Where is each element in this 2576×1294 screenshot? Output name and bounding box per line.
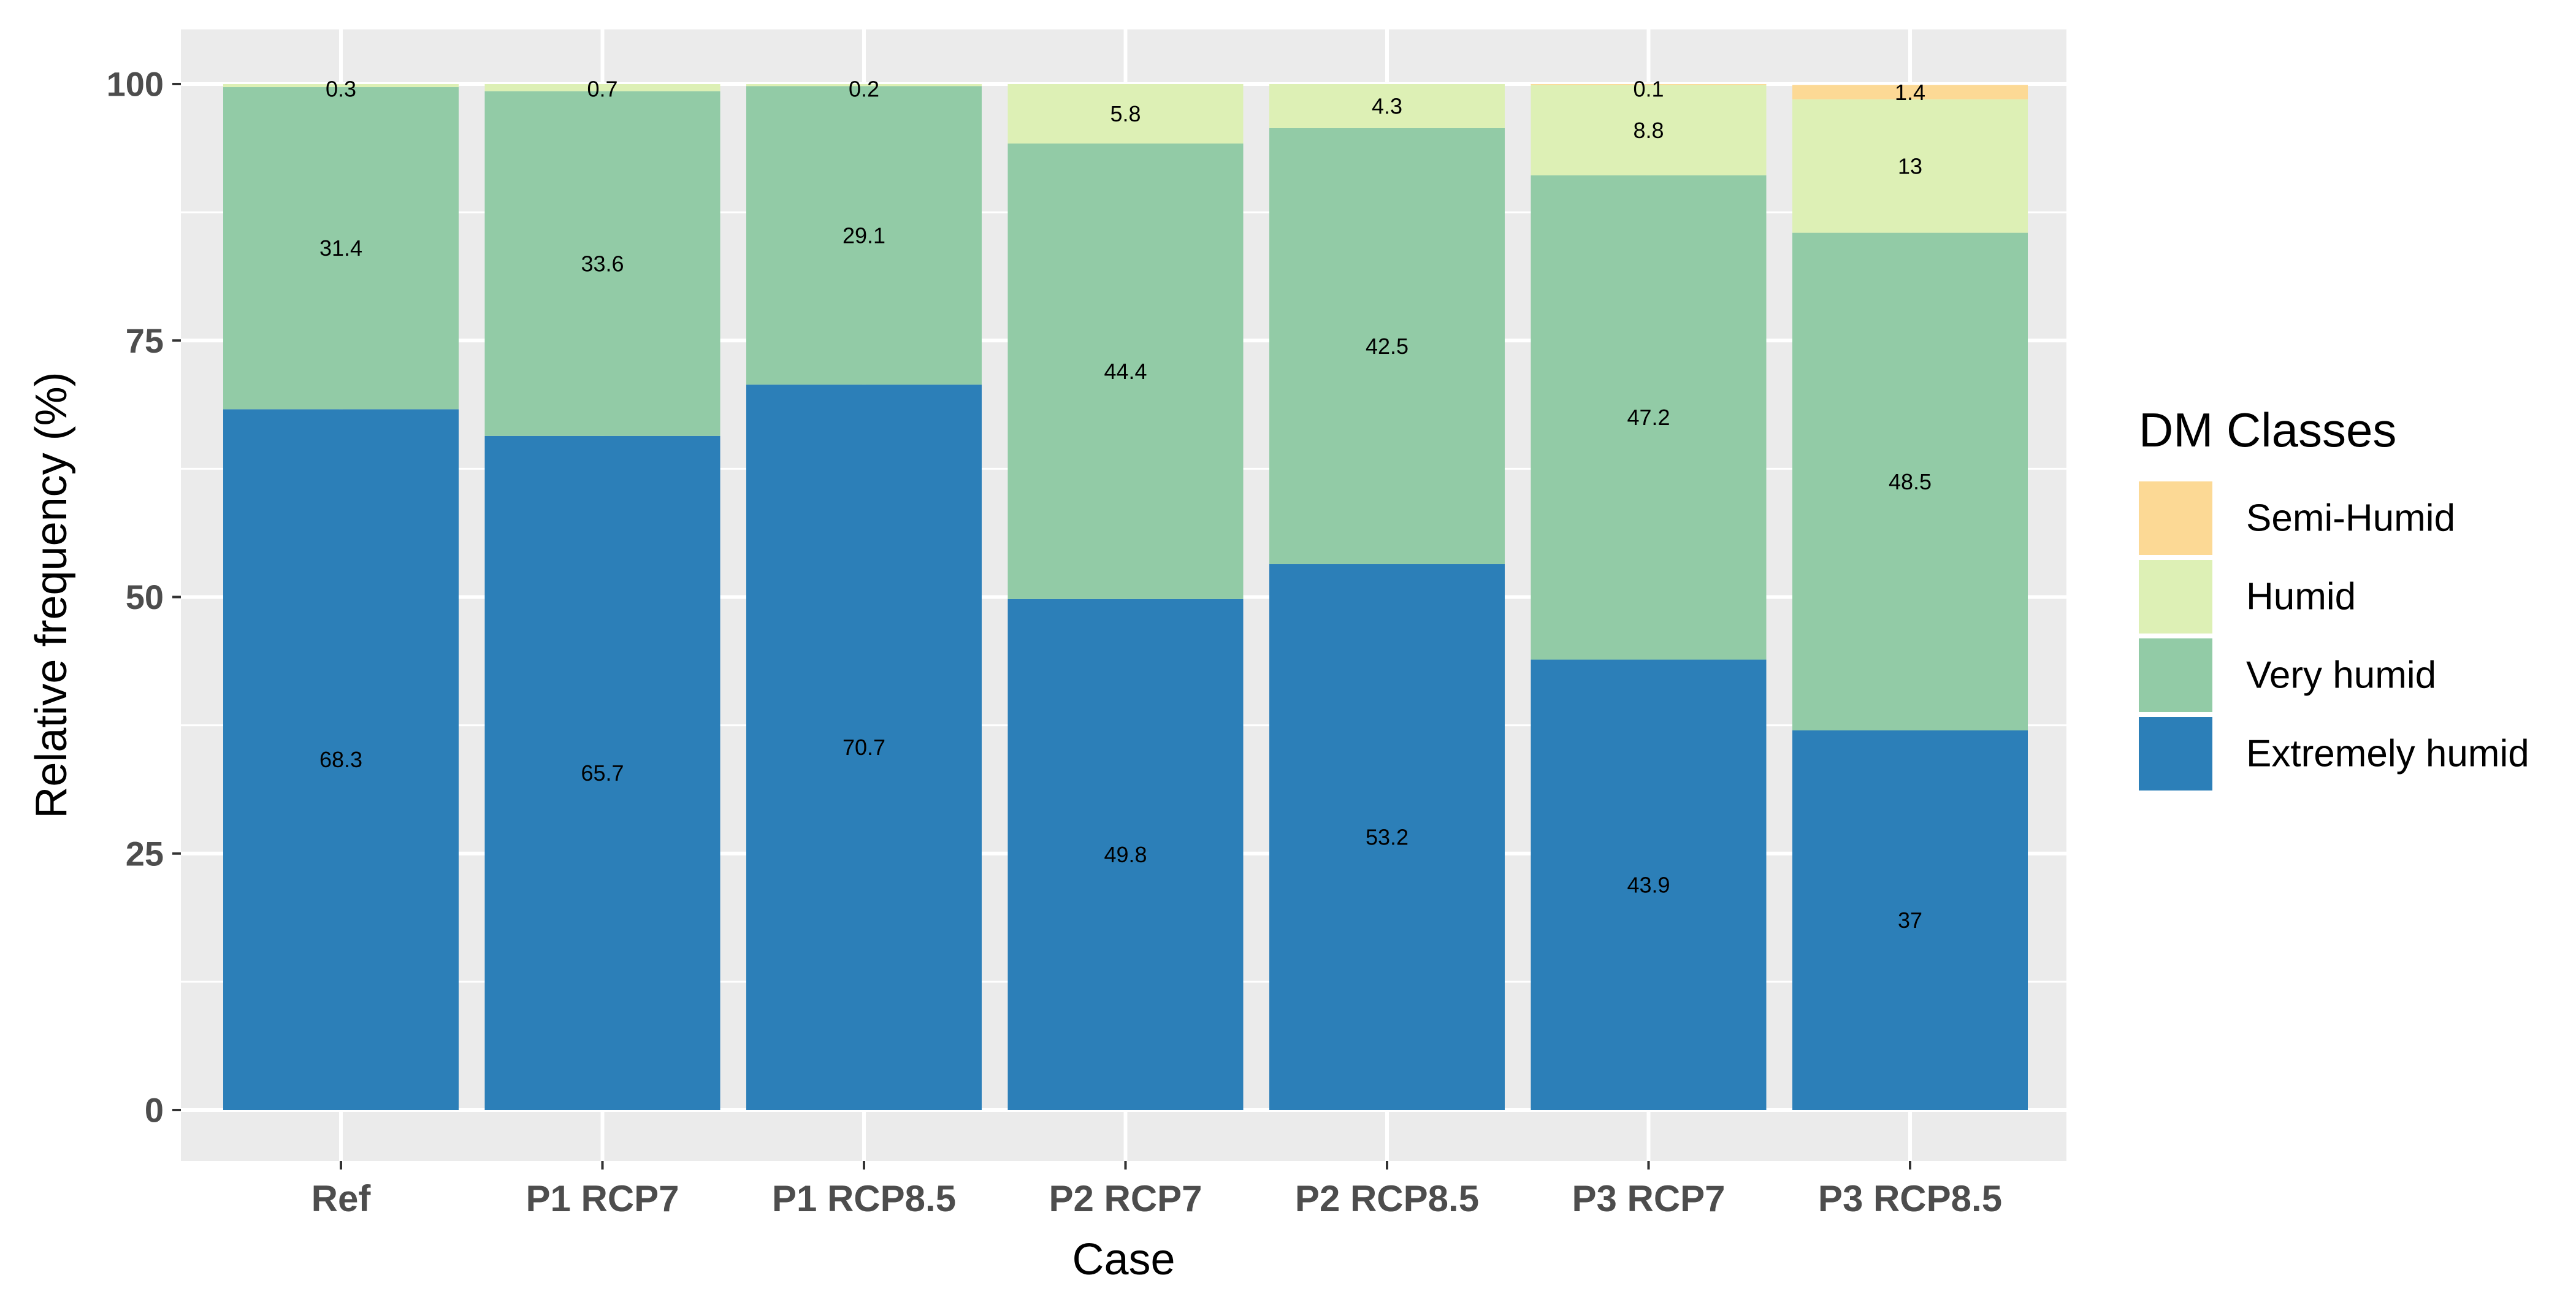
bar-segment <box>1531 85 1767 175</box>
x-tick-label: P2 RCP8.5 <box>1295 1178 1479 1219</box>
legend-title: DM Classes <box>2139 403 2396 457</box>
legend-label: Semi-Humid <box>2246 497 2455 540</box>
data-label: 13 <box>1898 153 1922 178</box>
x-tick-label: P1 RCP7 <box>526 1178 679 1219</box>
data-label: 0.1 <box>1633 77 1664 102</box>
data-label: 4.3 <box>1372 93 1402 118</box>
legend-key <box>2139 481 2212 555</box>
data-label: 0.3 <box>326 77 356 102</box>
bar-segment <box>484 435 720 1110</box>
bars <box>223 84 2028 1111</box>
bar-segment <box>223 409 459 1110</box>
data-label: 33.6 <box>581 251 624 276</box>
legend: DM Classes Semi-Humid Humid Very humid Extr… <box>2139 403 2529 791</box>
data-label: 70.7 <box>843 735 885 760</box>
data-label: 29.1 <box>843 223 885 248</box>
data-label: 53.2 <box>1366 824 1408 849</box>
bar-segment <box>1531 84 1767 85</box>
data-label: 31.4 <box>319 235 362 261</box>
y-tick-label: 25 <box>126 834 164 873</box>
data-label: 43.9 <box>1627 872 1670 897</box>
bar-segment <box>1792 85 2028 100</box>
bar-segment <box>746 84 982 86</box>
data-label: 65.7 <box>581 760 624 786</box>
bar-segment <box>1531 659 1767 1110</box>
bar-segment <box>1007 84 1244 144</box>
bar-segment <box>1007 144 1244 599</box>
x-tick-label: P3 RCP8.5 <box>1818 1178 2002 1219</box>
legend-key <box>2139 638 2212 712</box>
legend-label: Humid <box>2246 576 2356 618</box>
bar-segment <box>746 385 982 1111</box>
bar-segment <box>1531 175 1767 660</box>
bar-segment <box>1269 128 1505 564</box>
x-tick-label: P1 RCP8.5 <box>772 1178 956 1219</box>
x-tick-label: Ref <box>311 1178 372 1219</box>
data-label: 0.2 <box>849 77 879 102</box>
bar-segment <box>1792 99 2028 233</box>
y-axis-title: Relative frequency (%) <box>27 372 76 818</box>
x-axis: Ref P1 RCP7 P1 RCP8.5 P2 RCP7 P2 RCP8.5 P3 RC… <box>311 1161 2002 1219</box>
bar-segment <box>223 84 459 88</box>
bar-segment <box>1792 730 2028 1110</box>
data-label: 44.4 <box>1104 359 1147 384</box>
y-tick-label: 75 <box>126 321 164 360</box>
bar-segment <box>484 91 720 436</box>
y-axis: 0 25 50 75 100 <box>107 65 181 1130</box>
legend-label: Very humid <box>2246 654 2436 697</box>
data-label: 47.2 <box>1627 405 1670 430</box>
bar-segment <box>1007 599 1244 1110</box>
data-label: 42.5 <box>1366 334 1408 359</box>
bar-segment <box>1269 564 1505 1110</box>
x-axis-title: Case <box>1072 1235 1175 1284</box>
y-tick-label: 50 <box>126 578 164 616</box>
data-label: 0.7 <box>587 77 617 102</box>
x-tick-label: P3 RCP7 <box>1572 1178 1725 1219</box>
data-label: 37 <box>1898 908 1922 933</box>
data-label: 68.3 <box>319 747 362 772</box>
y-tick-label: 100 <box>107 65 164 104</box>
data-label: 5.8 <box>1110 101 1141 126</box>
bar-segment <box>484 84 720 91</box>
legend-label: Extremely humid <box>2246 733 2529 775</box>
data-label: 1.4 <box>1895 80 1925 105</box>
legend-key <box>2139 717 2212 791</box>
bar-segment <box>746 86 982 385</box>
data-label: 8.8 <box>1633 118 1664 143</box>
data-label: 49.8 <box>1104 842 1147 867</box>
data-labels: 68.3 31.4 0.3 65.7 33.6 0.7 70.7 29.1 0.2 49.8 44.… <box>319 77 1932 933</box>
y-tick-label: 0 <box>145 1091 164 1130</box>
bar-segment <box>1269 84 1505 128</box>
data-label: 48.5 <box>1889 469 1932 494</box>
bar-segment <box>223 87 459 410</box>
legend-key <box>2139 560 2212 634</box>
bar-segment <box>1792 232 2028 730</box>
x-tick-label: P2 RCP7 <box>1049 1178 1202 1219</box>
